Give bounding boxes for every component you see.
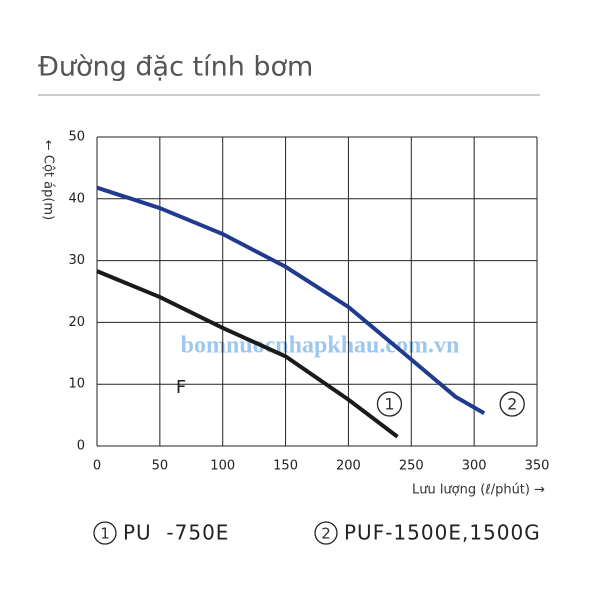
curve	[96, 269, 399, 439]
x-tick-label: 300	[462, 459, 487, 474]
y-axis-label: ← Cột áp(m)	[41, 140, 56, 220]
x-axis-label: Lưu lượng (ℓ/phút) →	[412, 483, 545, 498]
watermark: bomnuocnhapkhau.com.vn	[181, 333, 460, 359]
legend-marker	[314, 521, 338, 545]
y-tick-label: 0	[77, 439, 85, 454]
y-tick-label: 30	[68, 253, 85, 268]
legend-marker-label: 2	[321, 525, 331, 543]
annotation: F	[176, 377, 186, 398]
y-tick-label: 50	[68, 130, 85, 145]
y-tick-label: 40	[68, 191, 85, 206]
x-tick-label: 250	[399, 459, 424, 474]
curve	[96, 185, 486, 415]
chart-title: Đường đặc tính bơm	[38, 52, 313, 83]
x-tick-label: 50	[152, 459, 169, 474]
curve-label: 2	[507, 395, 517, 414]
legend-marker-label: 1	[100, 525, 110, 543]
curve-marker	[376, 391, 403, 417]
legend-marker	[93, 521, 117, 545]
curve-label: 1	[384, 395, 394, 414]
legend-label: PU -750E	[123, 521, 229, 545]
x-tick-label: 200	[336, 459, 361, 474]
legend-label: PUF-1500E,1500G	[344, 521, 541, 545]
y-tick-label: 20	[68, 315, 85, 330]
x-tick-label: 350	[525, 459, 550, 474]
x-tick-label: 0	[93, 459, 101, 474]
x-tick-label: 100	[210, 459, 235, 474]
y-tick-label: 10	[68, 377, 85, 392]
x-tick-label: 150	[273, 459, 298, 474]
curve-marker	[499, 391, 525, 417]
